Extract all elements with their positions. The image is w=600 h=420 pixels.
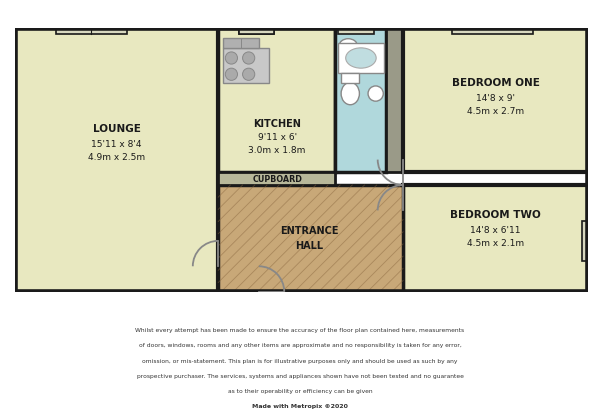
Circle shape xyxy=(242,68,255,80)
Bar xyxy=(239,26,274,34)
Bar xyxy=(239,26,274,34)
Text: 4.9m x 2.5m: 4.9m x 2.5m xyxy=(88,153,145,162)
Bar xyxy=(338,26,374,34)
Bar xyxy=(338,26,374,34)
Bar xyxy=(56,26,127,34)
Bar xyxy=(239,26,274,34)
Text: BEDROOM TWO: BEDROOM TWO xyxy=(450,210,541,220)
Bar xyxy=(582,220,589,261)
Bar xyxy=(335,28,386,172)
Bar xyxy=(56,26,127,34)
Text: KITCHEN: KITCHEN xyxy=(253,119,301,129)
Ellipse shape xyxy=(341,82,359,105)
Bar xyxy=(218,185,403,291)
Bar xyxy=(452,26,533,34)
Bar xyxy=(223,38,259,48)
Bar xyxy=(218,28,335,172)
Text: Made with Metropix ©2020: Made with Metropix ©2020 xyxy=(252,404,348,410)
Text: BEDROOM ONE: BEDROOM ONE xyxy=(452,79,539,88)
Ellipse shape xyxy=(346,48,376,68)
Circle shape xyxy=(226,52,238,64)
Text: 14'8 x 6'11: 14'8 x 6'11 xyxy=(470,226,521,235)
Text: LOUNGE: LOUNGE xyxy=(92,124,140,134)
Text: CUPBOARD: CUPBOARD xyxy=(252,176,302,184)
Text: HALL: HALL xyxy=(296,241,323,251)
Text: 14'8 x 9': 14'8 x 9' xyxy=(476,94,515,103)
Text: Whilst every attempt has been made to ensure the accuracy of the floor plan cont: Whilst every attempt has been made to en… xyxy=(136,328,464,333)
Circle shape xyxy=(226,68,238,80)
Text: prospective purchaser. The services, systems and appliances shown have not been : prospective purchaser. The services, sys… xyxy=(137,374,463,379)
Text: 9'11 x 6': 9'11 x 6' xyxy=(257,133,296,142)
Text: 3.0m x 1.8m: 3.0m x 1.8m xyxy=(248,146,306,155)
Ellipse shape xyxy=(339,39,358,53)
Text: ENTRANCE: ENTRANCE xyxy=(280,226,339,236)
Bar xyxy=(582,220,590,261)
Text: of doors, windows, rooms and any other items are approximate and no responsibili: of doors, windows, rooms and any other i… xyxy=(139,343,461,348)
Circle shape xyxy=(242,52,255,64)
Bar xyxy=(403,185,588,291)
Bar xyxy=(386,28,403,172)
Bar xyxy=(218,172,335,185)
Text: omission, or mis-statement. This plan is for illustrative purposes only and shou: omission, or mis-statement. This plan is… xyxy=(142,359,458,364)
Bar xyxy=(452,26,533,34)
Bar xyxy=(15,28,218,291)
Text: 4.5m x 2.1m: 4.5m x 2.1m xyxy=(467,239,524,248)
Bar xyxy=(341,73,359,84)
Bar xyxy=(223,48,269,84)
Bar xyxy=(338,43,384,73)
Ellipse shape xyxy=(368,86,383,101)
Bar xyxy=(403,28,588,172)
Text: 4.5m x 2.7m: 4.5m x 2.7m xyxy=(467,108,524,116)
Text: 15'11 x 8'4: 15'11 x 8'4 xyxy=(91,140,142,149)
Text: as to their operability or efficiency can be given: as to their operability or efficiency ca… xyxy=(227,389,373,394)
